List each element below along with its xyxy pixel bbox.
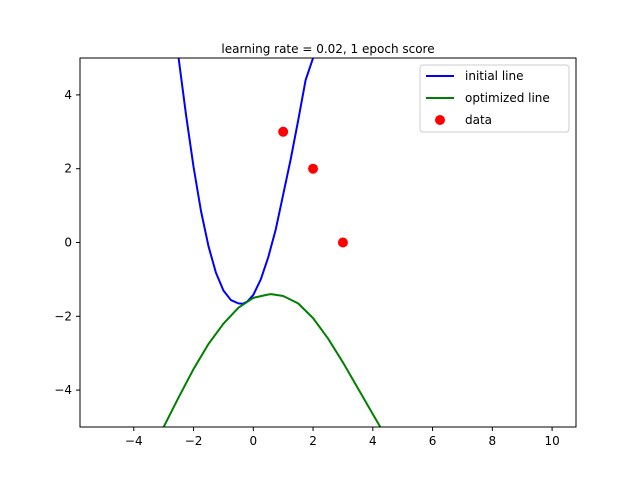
legend: initial line optimized line data bbox=[419, 64, 570, 133]
y-tick-label: −4 bbox=[54, 383, 72, 397]
legend-label: optimized line bbox=[465, 91, 550, 105]
y-tick-label: −2 bbox=[54, 309, 72, 323]
legend-box bbox=[419, 64, 570, 133]
x-tick-label: 0 bbox=[249, 434, 257, 448]
legend-swatch-marker bbox=[435, 115, 445, 125]
chart-title: learning rate = 0.02, 1 epoch score bbox=[221, 42, 434, 56]
x-tick-label: 6 bbox=[429, 434, 437, 448]
x-tick-label: 4 bbox=[369, 434, 377, 448]
legend-label: initial line bbox=[465, 69, 523, 83]
y-tick-label: 2 bbox=[64, 162, 72, 176]
y-tick-label: 4 bbox=[64, 88, 72, 102]
x-tick-label: −2 bbox=[185, 434, 203, 448]
x-tick-label: 2 bbox=[309, 434, 317, 448]
y-tick-label: 0 bbox=[64, 236, 72, 250]
axes-layer: −4 −2 0 2 4 6 8 10 −4 −2 0 2 4 bbox=[54, 57, 577, 448]
legend-label: data bbox=[465, 113, 492, 127]
data-point bbox=[278, 126, 289, 137]
x-tick-label: −4 bbox=[125, 434, 143, 448]
x-tick-label: 10 bbox=[544, 434, 559, 448]
series-layer bbox=[162, 58, 382, 427]
x-tick-label: 8 bbox=[489, 434, 497, 448]
data-point bbox=[308, 163, 319, 174]
data-point bbox=[337, 237, 348, 248]
series-line-1 bbox=[162, 293, 382, 427]
